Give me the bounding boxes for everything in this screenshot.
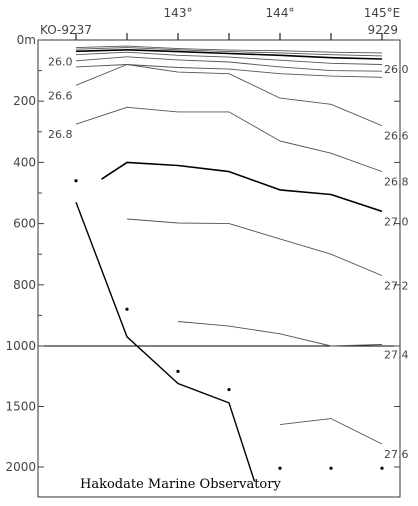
credit-text: Hakodate Marine Observatory bbox=[80, 477, 281, 492]
isopycnal-label-right: 26.6 bbox=[384, 130, 409, 143]
isopycnal-line bbox=[75, 56, 383, 72]
isopycnal-line bbox=[177, 321, 383, 347]
station-right-label: 9229 bbox=[367, 23, 398, 37]
y-tick-label: 0m bbox=[17, 33, 36, 47]
deepest-observation-points bbox=[74, 179, 384, 470]
observation-point bbox=[74, 179, 78, 183]
isopycnal-line bbox=[75, 47, 383, 57]
observation-point bbox=[380, 466, 384, 470]
isopycnal-label-right: 27.2 bbox=[384, 280, 409, 293]
sea-bottom-profile bbox=[75, 201, 256, 482]
isopycnal-line bbox=[75, 48, 383, 60]
isopycnal-label-right: 27.0 bbox=[384, 215, 409, 228]
isopycnal-line bbox=[279, 418, 383, 445]
axis-ticks bbox=[38, 33, 400, 468]
axis-labels: 143° 144° 145°E KO-9237 9229 0m 200 400 600 800 10… bbox=[5, 6, 408, 474]
isopycnal-label-right: 26.8 bbox=[384, 176, 409, 189]
observation-point bbox=[278, 466, 282, 470]
y-tick-label: 400 bbox=[13, 155, 36, 169]
observation-point bbox=[125, 307, 129, 311]
isopycnal-label-right: 26.0 bbox=[384, 63, 409, 76]
isopycnal-lines bbox=[75, 45, 383, 445]
plot-frame bbox=[37, 39, 401, 498]
x-tick-label: 144° bbox=[266, 6, 295, 20]
isopycnal-line bbox=[75, 51, 383, 65]
x-tick-label: 145°E bbox=[364, 6, 401, 20]
isopycnal-label-left: 26.8 bbox=[48, 128, 73, 141]
isopycnal-label-right: 27.6 bbox=[384, 448, 409, 461]
observation-point bbox=[227, 387, 231, 392]
y-tick-label: 200 bbox=[13, 94, 36, 108]
station-left-label: KO-9237 bbox=[40, 23, 92, 37]
isopycnal-line bbox=[101, 161, 383, 213]
y-tick-label: 1500 bbox=[5, 400, 36, 414]
isopycnal-label-left: 26.6 bbox=[48, 89, 73, 102]
isopycnal-label-right: 27.4 bbox=[384, 348, 409, 361]
isopycnal-line bbox=[75, 45, 383, 54]
isopycnal-line bbox=[75, 106, 383, 173]
y-tick-label: 600 bbox=[13, 217, 36, 231]
isopycnal-line bbox=[75, 64, 383, 127]
observation-point bbox=[329, 466, 333, 470]
y-tick-label: 800 bbox=[13, 278, 36, 292]
bottom-profile-line bbox=[75, 201, 256, 482]
y-tick-label: 1000 bbox=[5, 339, 36, 353]
observation-point bbox=[176, 369, 180, 374]
isopycnal-line bbox=[126, 218, 383, 277]
isopycnal-label-left: 26.0 bbox=[48, 55, 73, 68]
y-tick-label: 2000 bbox=[5, 460, 36, 474]
x-tick-label: 143° bbox=[164, 6, 193, 20]
